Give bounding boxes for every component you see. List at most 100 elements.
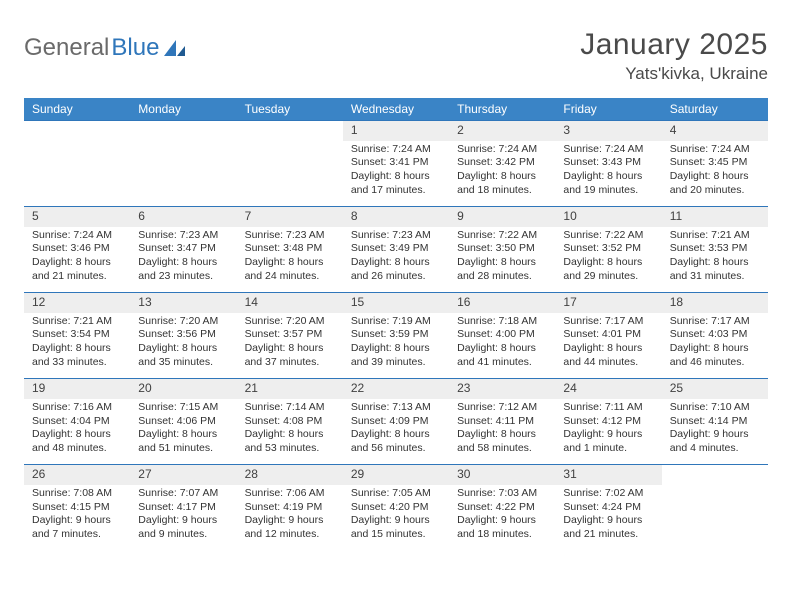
sunset-line: Sunset: 4:12 PM [563,415,653,429]
daylight-line: Daylight: 8 hours and 44 minutes. [563,342,653,369]
day-number-cell: 27 [130,465,236,485]
sunrise-line: Sunrise: 7:24 AM [670,143,760,157]
day-detail-row: Sunrise: 7:24 AMSunset: 3:41 PMDaylight:… [24,141,768,207]
location-label: Yats'kivka, Ukraine [580,64,768,84]
sunrise-line: Sunrise: 7:03 AM [457,487,547,501]
day-detail-cell: Sunrise: 7:17 AMSunset: 4:01 PMDaylight:… [555,313,661,379]
weekday-header: Saturday [662,98,768,121]
logo: GeneralBlue [24,34,189,62]
day-detail-cell: Sunrise: 7:24 AMSunset: 3:45 PMDaylight:… [662,141,768,207]
sunrise-line: Sunrise: 7:17 AM [563,315,653,329]
day-number-cell: 6 [130,207,236,227]
day-number-cell: 5 [24,207,130,227]
sunset-line: Sunset: 3:54 PM [32,328,122,342]
sunset-line: Sunset: 3:41 PM [351,156,441,170]
day-number-row: 12131415161718 [24,293,768,313]
sunrise-line: Sunrise: 7:15 AM [138,401,228,415]
sunset-line: Sunset: 3:42 PM [457,156,547,170]
day-number-row: 1234 [24,121,768,141]
day-number-cell: 4 [662,121,768,141]
day-number-cell: 13 [130,293,236,313]
sunrise-line: Sunrise: 7:23 AM [245,229,335,243]
day-number-cell: 29 [343,465,449,485]
sunrise-line: Sunrise: 7:14 AM [245,401,335,415]
daylight-line: Daylight: 8 hours and 39 minutes. [351,342,441,369]
day-detail-cell: Sunrise: 7:24 AMSunset: 3:46 PMDaylight:… [24,227,130,293]
sunset-line: Sunset: 3:45 PM [670,156,760,170]
daylight-line: Daylight: 9 hours and 21 minutes. [563,514,653,541]
sunset-line: Sunset: 4:03 PM [670,328,760,342]
sunset-line: Sunset: 3:56 PM [138,328,228,342]
sunset-line: Sunset: 4:04 PM [32,415,122,429]
sunset-line: Sunset: 4:14 PM [670,415,760,429]
day-detail-cell: Sunrise: 7:08 AMSunset: 4:15 PMDaylight:… [24,485,130,551]
sunset-line: Sunset: 4:22 PM [457,501,547,515]
day-number-cell: 24 [555,379,661,399]
logo-sail-icon [163,38,189,58]
sunset-line: Sunset: 4:11 PM [457,415,547,429]
day-detail-cell: Sunrise: 7:02 AMSunset: 4:24 PMDaylight:… [555,485,661,551]
day-number-cell: 28 [237,465,343,485]
day-number-cell: 11 [662,207,768,227]
day-detail-cell: Sunrise: 7:23 AMSunset: 3:47 PMDaylight:… [130,227,236,293]
day-number-cell: 15 [343,293,449,313]
sunset-line: Sunset: 3:57 PM [245,328,335,342]
day-number-cell: 8 [343,207,449,227]
day-number-cell: 10 [555,207,661,227]
daylight-line: Daylight: 9 hours and 4 minutes. [670,428,760,455]
day-detail-cell: Sunrise: 7:13 AMSunset: 4:09 PMDaylight:… [343,399,449,465]
daylight-line: Daylight: 8 hours and 24 minutes. [245,256,335,283]
daylight-line: Daylight: 8 hours and 26 minutes. [351,256,441,283]
day-number-cell: 16 [449,293,555,313]
calendar-table: SundayMondayTuesdayWednesdayThursdayFrid… [24,98,768,551]
sunrise-line: Sunrise: 7:21 AM [670,229,760,243]
sunset-line: Sunset: 3:47 PM [138,242,228,256]
sunrise-line: Sunrise: 7:24 AM [563,143,653,157]
weekday-header: Sunday [24,98,130,121]
sunset-line: Sunset: 3:46 PM [32,242,122,256]
day-number-row: 567891011 [24,207,768,227]
day-number-cell [130,121,236,141]
day-number-row: 262728293031 [24,465,768,485]
day-number-cell: 14 [237,293,343,313]
daylight-line: Daylight: 8 hours and 48 minutes. [32,428,122,455]
day-detail-cell: Sunrise: 7:12 AMSunset: 4:11 PMDaylight:… [449,399,555,465]
day-detail-cell: Sunrise: 7:22 AMSunset: 3:52 PMDaylight:… [555,227,661,293]
day-number-cell: 3 [555,121,661,141]
daylight-line: Daylight: 8 hours and 31 minutes. [670,256,760,283]
sunset-line: Sunset: 3:43 PM [563,156,653,170]
day-number-cell: 12 [24,293,130,313]
daylight-line: Daylight: 9 hours and 15 minutes. [351,514,441,541]
day-detail-cell: Sunrise: 7:21 AMSunset: 3:54 PMDaylight:… [24,313,130,379]
day-detail-cell: Sunrise: 7:18 AMSunset: 4:00 PMDaylight:… [449,313,555,379]
day-detail-cell: Sunrise: 7:24 AMSunset: 3:41 PMDaylight:… [343,141,449,207]
day-detail-cell [662,485,768,551]
daylight-line: Daylight: 8 hours and 17 minutes. [351,170,441,197]
day-detail-cell [130,141,236,207]
daylight-line: Daylight: 8 hours and 21 minutes. [32,256,122,283]
day-detail-cell: Sunrise: 7:24 AMSunset: 3:43 PMDaylight:… [555,141,661,207]
day-number-row: 19202122232425 [24,379,768,399]
day-detail-row: Sunrise: 7:24 AMSunset: 3:46 PMDaylight:… [24,227,768,293]
sunrise-line: Sunrise: 7:07 AM [138,487,228,501]
day-detail-cell: Sunrise: 7:20 AMSunset: 3:57 PMDaylight:… [237,313,343,379]
day-number-cell: 23 [449,379,555,399]
daylight-line: Daylight: 8 hours and 46 minutes. [670,342,760,369]
sunrise-line: Sunrise: 7:24 AM [351,143,441,157]
sunset-line: Sunset: 3:52 PM [563,242,653,256]
sunrise-line: Sunrise: 7:02 AM [563,487,653,501]
day-number-cell: 19 [24,379,130,399]
day-number-cell: 7 [237,207,343,227]
sunset-line: Sunset: 4:20 PM [351,501,441,515]
daylight-line: Daylight: 8 hours and 19 minutes. [563,170,653,197]
sunset-line: Sunset: 3:53 PM [670,242,760,256]
day-detail-cell: Sunrise: 7:10 AMSunset: 4:14 PMDaylight:… [662,399,768,465]
sunrise-line: Sunrise: 7:10 AM [670,401,760,415]
weekday-header: Wednesday [343,98,449,121]
daylight-line: Daylight: 8 hours and 41 minutes. [457,342,547,369]
day-detail-cell: Sunrise: 7:11 AMSunset: 4:12 PMDaylight:… [555,399,661,465]
day-detail-row: Sunrise: 7:21 AMSunset: 3:54 PMDaylight:… [24,313,768,379]
day-detail-row: Sunrise: 7:08 AMSunset: 4:15 PMDaylight:… [24,485,768,551]
sunrise-line: Sunrise: 7:19 AM [351,315,441,329]
day-number-cell: 18 [662,293,768,313]
